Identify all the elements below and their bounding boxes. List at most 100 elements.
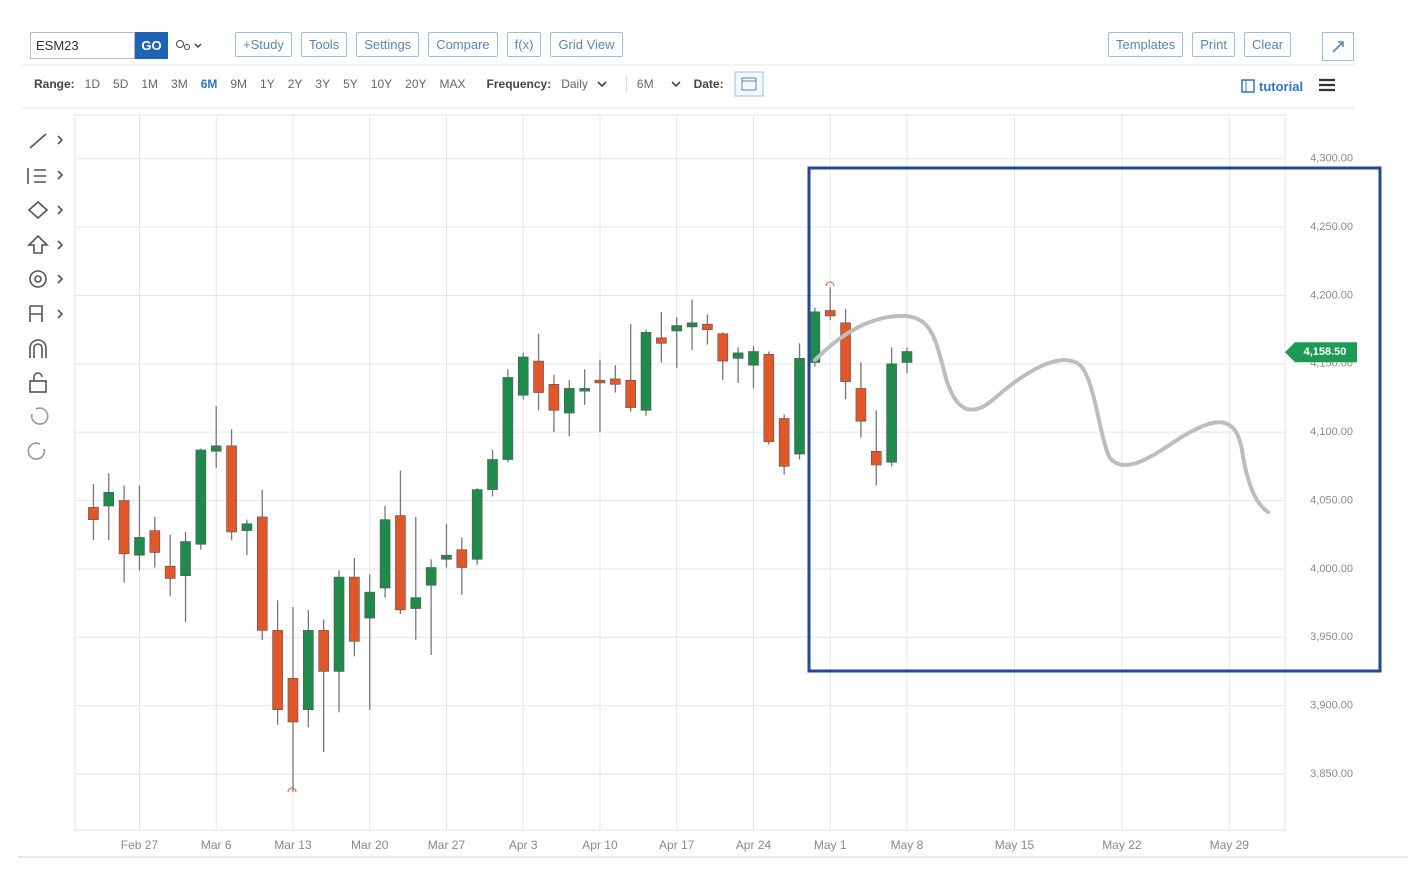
- range-option[interactable]: 2Y: [287, 77, 303, 91]
- go-button[interactable]: GO: [135, 32, 168, 59]
- candle-body: [210, 445, 222, 452]
- y-tick-label: 3,950.00: [1310, 631, 1353, 643]
- range-option[interactable]: 5Y: [343, 77, 358, 91]
- candle-body: [702, 323, 713, 330]
- freehand-drawing: [813, 313, 1270, 514]
- candle-body: [563, 388, 575, 414]
- icon: [184, 44, 190, 50]
- candle-body: [471, 489, 483, 560]
- candle-body: [241, 523, 253, 531]
- candle-body: [824, 310, 836, 317]
- candle-body: [303, 630, 314, 710]
- y-tick-label: 4,050.00: [1310, 494, 1353, 506]
- date-picker[interactable]: [734, 71, 764, 97]
- range-option[interactable]: 1M: [141, 77, 159, 91]
- icon: [597, 81, 607, 88]
- candle-body: [548, 384, 560, 411]
- menu-button[interactable]: [1315, 76, 1339, 96]
- toolbar-button[interactable]: Settings: [356, 32, 420, 57]
- toolbar-button[interactable]: Grid View: [550, 32, 623, 57]
- date-label: Date:: [693, 77, 724, 91]
- range-option[interactable]: 9M: [230, 77, 248, 91]
- candle-body: [180, 541, 191, 577]
- tool-shape: [27, 200, 49, 220]
- toolbar-button[interactable]: Clear: [1243, 32, 1292, 57]
- candle-body: [487, 459, 498, 490]
- candle-body: [379, 519, 391, 589]
- candle-body: [732, 352, 744, 359]
- y-tick-label: 4,100.00: [1310, 426, 1353, 438]
- y-tick-label: 4,200.00: [1310, 289, 1353, 301]
- candle-body: [410, 597, 422, 609]
- tool-expand: [57, 135, 64, 319]
- tool-fib: [27, 168, 46, 184]
- toolbar-button[interactable]: Templates: [1108, 32, 1184, 57]
- candle-body: [364, 591, 376, 619]
- candle-body: [349, 576, 360, 642]
- candle-body: [579, 388, 590, 392]
- icon: [1332, 40, 1344, 53]
- dropdown-icon: [597, 81, 607, 88]
- candle-body: [395, 515, 406, 611]
- candle-body: [318, 630, 329, 672]
- toolbar-button[interactable]: f(x): [506, 32, 542, 57]
- toolbar-button[interactable]: Tools: [300, 32, 348, 57]
- y-tick-label: 4,250.00: [1310, 221, 1353, 233]
- candle-body: [88, 507, 99, 520]
- tool-line: [29, 133, 47, 149]
- frequency-select[interactable]: Daily: [561, 77, 588, 91]
- symbol-options[interactable]: [168, 32, 208, 59]
- range-option[interactable]: 20Y: [405, 77, 427, 91]
- icon: [194, 43, 202, 49]
- tool-arrow: [27, 234, 49, 254]
- tool-undo: [30, 407, 49, 425]
- y-tick-label: 3,850.00: [1310, 768, 1353, 780]
- candle-body: [610, 378, 621, 385]
- candle-body: [103, 492, 115, 507]
- icon: [734, 71, 764, 97]
- toolbar-buttons: +Study Tools Settings Compare f(x) Grid View: [235, 32, 632, 57]
- candle-body: [287, 677, 299, 723]
- x-tick-label: Apr 3: [509, 838, 538, 852]
- candle-body: [594, 379, 606, 384]
- toolbar-button[interactable]: Print: [1192, 32, 1235, 57]
- icon: [176, 40, 184, 48]
- toolbar-button[interactable]: +Study: [235, 32, 292, 57]
- candle-body: [502, 377, 514, 460]
- x-tick-label: Apr 17: [659, 838, 695, 852]
- tool-measure: [29, 305, 43, 322]
- candle-body: [164, 565, 176, 579]
- tutorial-text: tutorial: [1259, 78, 1304, 94]
- range-option[interactable]: 10Y: [370, 77, 393, 91]
- icon: [1332, 40, 1344, 53]
- range-option[interactable]: 1Y: [260, 77, 275, 91]
- range-option[interactable]: 3Y: [315, 77, 331, 91]
- range-option[interactable]: 5D: [113, 77, 129, 91]
- candle-body: [717, 333, 729, 362]
- range-option[interactable]: 1D: [84, 77, 101, 91]
- fullscreen-button[interactable]: [1322, 32, 1354, 61]
- candle-body: [333, 576, 345, 672]
- highlight-box: [807, 166, 1382, 673]
- candle-body: [686, 322, 698, 328]
- candle-body: [671, 325, 683, 332]
- drawing-tools: [27, 133, 64, 460]
- x-tick-label: Feb 27: [121, 838, 159, 852]
- toolbar-button[interactable]: Compare: [428, 32, 498, 57]
- tutorial-link[interactable]: tutorial: [1240, 76, 1339, 96]
- range-option[interactable]: 6M: [200, 77, 218, 91]
- range-option[interactable]: 3M: [171, 77, 188, 91]
- candle-body: [256, 516, 268, 631]
- candle-body: [533, 360, 544, 393]
- candle-body: [778, 418, 790, 467]
- x-tick-label: Apr 24: [736, 838, 772, 852]
- candle-body: [441, 554, 452, 560]
- period-select[interactable]: 6M: [636, 77, 654, 91]
- range-option[interactable]: MAX: [439, 77, 466, 91]
- tool-magnet: [29, 339, 47, 358]
- candle-body: [425, 567, 437, 586]
- x-tick-label: Mar 27: [428, 838, 466, 852]
- candle-body: [901, 351, 913, 363]
- symbol-input[interactable]: ESM23: [30, 32, 135, 59]
